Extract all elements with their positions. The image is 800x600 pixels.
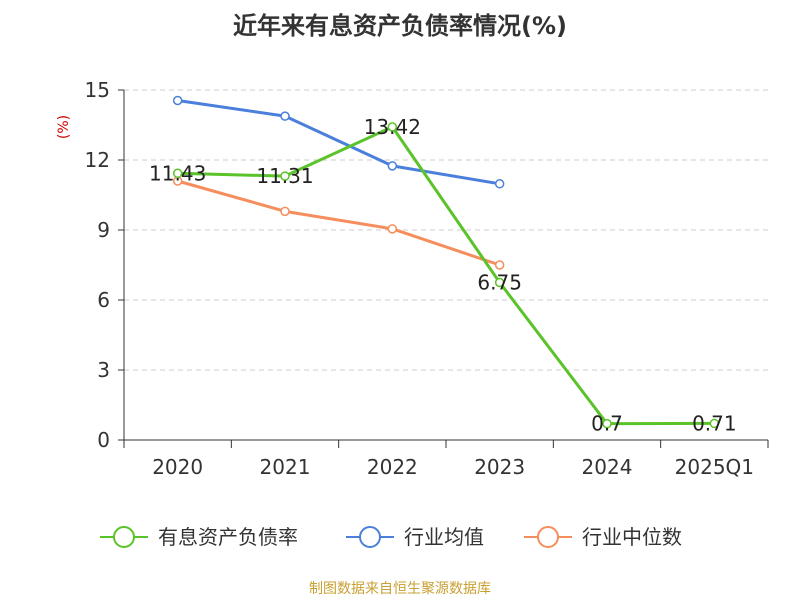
series-lines (172, 95, 720, 429)
data-label: 11.31 (256, 164, 313, 188)
data-point[interactable] (280, 206, 290, 217)
data-point[interactable] (172, 95, 183, 106)
y-tick-label: 9 (97, 218, 110, 242)
data-point[interactable] (494, 277, 505, 288)
data-label: 11.43 (149, 161, 206, 185)
data-labels: 11.43 11.31 13.42 6.75 0.7 0.71 (149, 115, 737, 436)
y-axis-label: (%) (56, 115, 72, 139)
legend-marker-icon (113, 526, 135, 548)
axes: 0 3 6 9 12 15 2020 2021 2022 2023 2024 2025Q1 (85, 78, 769, 479)
y-tick-label: 12 (85, 148, 110, 172)
data-point[interactable] (709, 418, 720, 429)
x-tick-label: 2025Q1 (675, 455, 754, 479)
x-tick-label: 2024 (582, 455, 633, 479)
legend[interactable]: 有息资产负债率 行业均值 行业中位数 (100, 525, 682, 549)
grid-lines (124, 89, 768, 371)
data-point[interactable] (494, 179, 505, 189)
data-point[interactable] (387, 161, 398, 171)
legend-marker-icon (359, 526, 381, 548)
data-point[interactable] (387, 122, 398, 132)
legend-item[interactable]: 行业均值 (346, 525, 484, 549)
data-label: 6.75 (477, 271, 522, 295)
series-line (177, 125, 715, 426)
data-point[interactable] (494, 260, 505, 270)
legend-label: 行业均值 (404, 525, 484, 549)
x-tick-label: 2021 (260, 455, 311, 479)
data-point[interactable] (280, 111, 290, 121)
data-point[interactable] (602, 418, 612, 429)
data-label: 0.7 (591, 412, 623, 436)
y-tick-label: 0 (97, 428, 110, 452)
legend-item[interactable]: 行业中位数 (524, 525, 682, 549)
legend-marker-icon (537, 526, 559, 548)
data-point[interactable] (387, 224, 398, 234)
series-line (177, 179, 501, 267)
data-point[interactable] (172, 168, 183, 179)
chart-title: 近年来有息资产负债率情况(%) (233, 12, 567, 40)
legend-label: 有息资产负债率 (158, 525, 298, 549)
data-source-note: 制图数据来自恒生聚源数据库 (309, 581, 491, 597)
y-tick-label: 6 (97, 288, 110, 312)
data-label: 0.71 (692, 411, 737, 435)
x-tick-label: 2022 (367, 455, 418, 479)
y-tick-label: 3 (97, 358, 110, 382)
x-tick-label: 2020 (152, 455, 203, 479)
x-tick-label: 2023 (474, 455, 525, 479)
y-tick-label: 15 (85, 78, 110, 102)
legend-item[interactable]: 有息资产负债率 (100, 525, 298, 549)
data-point[interactable] (280, 171, 290, 181)
data-label: 13.42 (364, 115, 421, 139)
legend-label: 行业中位数 (582, 525, 682, 549)
series-line (177, 99, 500, 186)
